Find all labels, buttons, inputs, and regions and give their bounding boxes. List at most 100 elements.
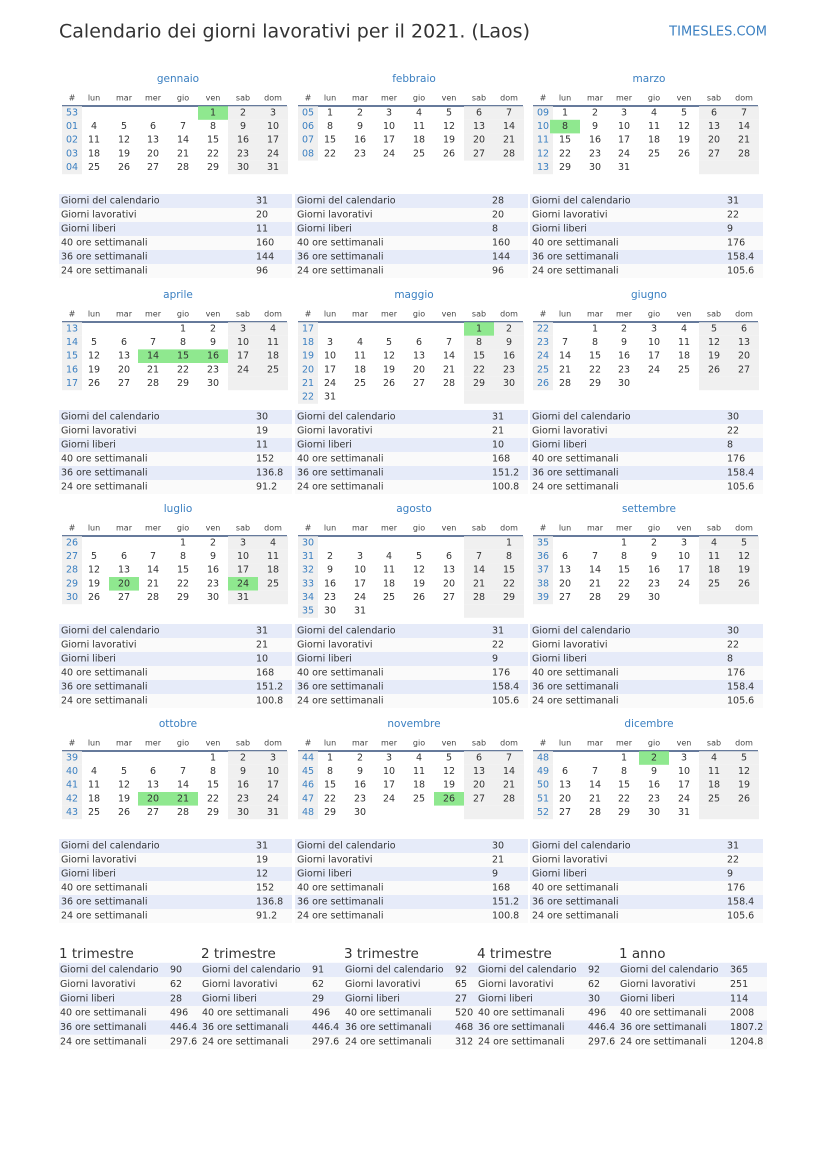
week-cell-bg: [533, 805, 553, 820]
day-number: 3: [327, 337, 333, 348]
summary-stat-label: Giorni del calendario: [345, 965, 444, 976]
week-number: 40: [66, 766, 78, 777]
day-number: 13: [708, 121, 720, 132]
summary-title: 1 trimestre: [59, 946, 134, 962]
day-number: 1: [327, 108, 333, 119]
day-number: 28: [177, 807, 189, 818]
stat-value: 10: [256, 654, 268, 665]
weekday-header: sab: [472, 524, 486, 533]
weekday-header: #: [69, 94, 76, 103]
weekend-cell: [699, 147, 729, 161]
weekend-cell: [464, 549, 494, 564]
day-number: 6: [150, 766, 156, 777]
day-number: 5: [91, 337, 97, 348]
day-number: 2: [621, 324, 627, 335]
weekend-cell: [464, 792, 494, 806]
weekend-cell: [464, 590, 494, 605]
stat-value: 100.8: [492, 911, 519, 922]
brand-link[interactable]: TIMESLES.COM: [668, 25, 767, 40]
stat-row-bg: [59, 480, 292, 494]
day-number: 6: [121, 337, 127, 348]
day-number: 27: [147, 807, 159, 818]
day-number: 1: [180, 324, 186, 335]
summary-stat-label: Giorni liberi: [202, 993, 257, 1004]
week-cell-bg: [298, 376, 318, 391]
weekend-cell: [228, 349, 258, 363]
weekday-header: sab: [236, 310, 250, 319]
week-cell-bg: [533, 322, 553, 336]
day-number: 9: [240, 766, 246, 777]
day-number: 16: [324, 578, 336, 589]
day-number: 6: [121, 551, 127, 562]
week-cell-bg: [298, 536, 318, 550]
day-number: 7: [180, 766, 186, 777]
weekday-header: #: [69, 310, 76, 319]
stat-label: Giorni liberi: [532, 654, 587, 665]
stat-label: Giorni lavorativi: [297, 426, 372, 437]
stat-row-bg: [59, 895, 292, 909]
weekend-cell: [258, 133, 288, 147]
stat-label: Giorni liberi: [297, 440, 352, 451]
day-number: 2: [357, 108, 363, 119]
day-number: 20: [473, 135, 485, 146]
stat-row-bg: [295, 452, 528, 466]
stat-value: 160: [492, 238, 510, 249]
weekday-header: gio: [413, 524, 425, 533]
day-number: 9: [651, 551, 657, 562]
weekend-cell: [699, 160, 729, 175]
day-number: 24: [354, 592, 366, 603]
day-number: 29: [559, 162, 571, 173]
day-number: 21: [738, 135, 750, 146]
stat-row-bg: [59, 839, 292, 853]
day-number: 23: [589, 148, 601, 159]
summary-stat-label: 36 ore settimanali: [345, 1022, 432, 1033]
day-number: 24: [383, 148, 395, 159]
day-number: 29: [473, 378, 485, 389]
stat-label: Giorni liberi: [61, 869, 116, 880]
day-number: 12: [383, 351, 395, 362]
summary-stat-value: 62: [170, 979, 182, 990]
day-number: 28: [503, 793, 515, 804]
stat-row-bg: [530, 909, 763, 923]
day-number: 30: [354, 807, 366, 818]
summary-stat-label: 40 ore settimanali: [620, 1008, 707, 1019]
weekday-header: mar: [587, 524, 604, 533]
stat-label: 40 ore settimanali: [61, 883, 148, 894]
day-number: 25: [88, 162, 100, 173]
summary-stat-label: Giorni liberi: [345, 993, 400, 1004]
day-number: 14: [589, 780, 601, 791]
weekend-cell: [699, 133, 729, 147]
stat-value: 105.6: [727, 911, 754, 922]
day-number: 7: [592, 551, 598, 562]
stat-row-bg: [59, 424, 292, 438]
month-name: gennaio: [157, 73, 199, 85]
stat-value: 176: [727, 238, 745, 249]
day-number: 25: [413, 793, 425, 804]
weekday-header: lun: [559, 94, 571, 103]
stat-label: 24 ore settimanali: [61, 482, 148, 493]
stat-value: 168: [256, 668, 274, 679]
week-cell-bg: [62, 322, 82, 336]
day-number: 21: [177, 148, 189, 159]
day-number: 7: [741, 108, 747, 119]
day-number: 14: [147, 351, 159, 362]
stat-value: 91.2: [256, 482, 277, 493]
day-number: 13: [738, 337, 750, 348]
day-number: 1: [506, 538, 512, 549]
stat-label: 36 ore settimanali: [297, 252, 384, 263]
stat-label: 36 ore settimanali: [532, 682, 619, 693]
weekend-cell: [258, 322, 288, 336]
day-number: 12: [88, 351, 100, 362]
stat-label: 24 ore settimanali: [297, 266, 384, 277]
day-number: 7: [180, 121, 186, 132]
week-number: 25: [537, 364, 549, 375]
week-number: 35: [302, 606, 314, 617]
day-number: 8: [506, 551, 512, 562]
day-number: 23: [648, 793, 660, 804]
week-number: 17: [66, 378, 78, 389]
day-number: 30: [237, 162, 249, 173]
week-number: 53: [66, 108, 78, 119]
day-number: 30: [503, 378, 515, 389]
week-cell-bg: [62, 577, 82, 591]
day-number: 20: [473, 780, 485, 791]
